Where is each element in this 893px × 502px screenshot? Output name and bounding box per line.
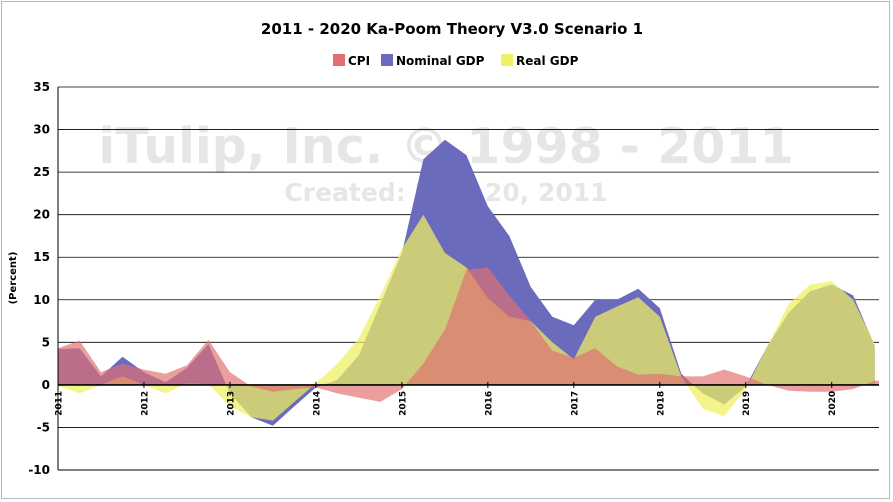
legend-label-nominal-gdp: Nominal GDP [396,54,485,68]
y-tick-label: 25 [33,165,50,179]
x-tick-label: 2018 [656,391,666,416]
area-cpi [58,267,879,402]
y-tick-label: 0 [42,378,50,392]
legend: CPI Nominal GDP Real GDP [333,54,579,68]
x-tick-label: 2014 [312,391,322,416]
y-tick-label: 35 [33,80,50,94]
data-areas [58,139,879,426]
y-axis-label: (Percent) [8,252,19,305]
y-tick-label: 30 [33,123,50,137]
legend-label-real-gdp: Real GDP [516,54,579,68]
x-tick-label: 2012 [141,391,151,416]
x-tick-label: 2019 [742,391,752,416]
x-tick-label: 2017 [570,391,580,416]
legend-label-cpi: CPI [348,54,370,68]
x-tick-label: 2016 [484,391,494,416]
x-tick-label: 2013 [226,391,236,416]
y-tick-label: 15 [33,250,50,264]
y-tick-label: 5 [42,335,50,349]
y-tick-label: 20 [33,208,50,222]
chart-title: 2011 - 2020 Ka-Poom Theory V3.0 Scenario… [261,20,643,38]
legend-swatch-cpi [333,54,345,66]
y-tick-label: -5 [37,420,50,434]
x-tick-label: 2011 [55,391,65,416]
y-tick-label: -10 [28,463,50,477]
y-tick-label: 10 [33,293,50,307]
legend-swatch-nominal-gdp [381,54,393,66]
legend-swatch-real-gdp [501,54,513,66]
x-tick-label: 2015 [398,391,408,416]
x-tick-label: 2020 [828,391,838,416]
